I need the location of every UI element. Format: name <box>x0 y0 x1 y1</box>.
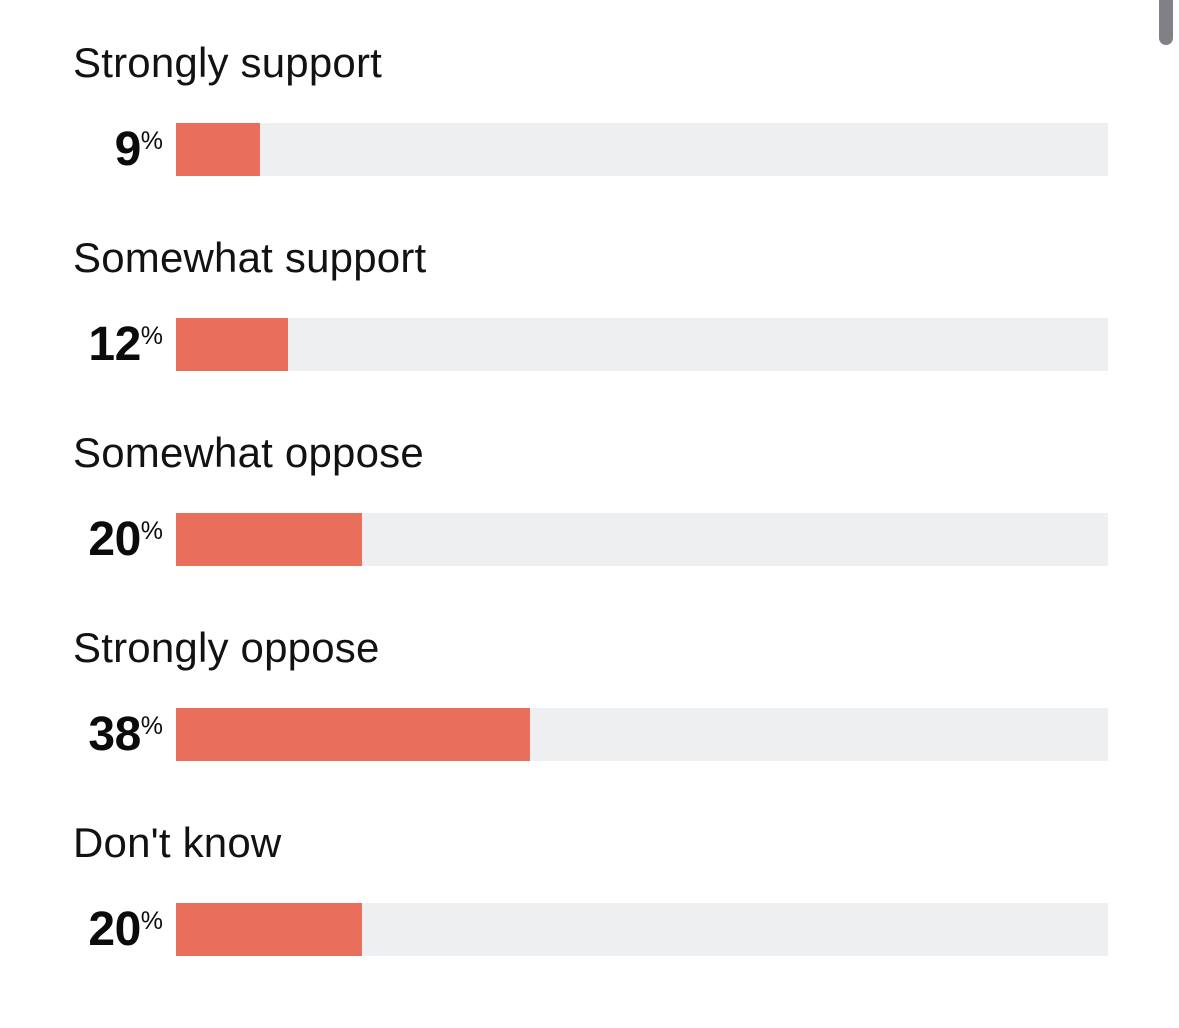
percent-sign: % <box>140 712 163 740</box>
value-label: 20% <box>0 513 176 566</box>
percent-sign: % <box>140 322 163 350</box>
bar-fill <box>176 513 363 566</box>
bar-track <box>176 513 1108 566</box>
bar-track <box>176 903 1108 956</box>
bar-fill <box>176 318 288 371</box>
bar-line: 38% <box>0 708 1179 761</box>
scrollbar-thumb[interactable] <box>1159 0 1173 45</box>
bar-line: 12% <box>0 318 1179 371</box>
bar-line: 20% <box>0 903 1179 956</box>
value-label: 20% <box>0 903 176 956</box>
bar-track <box>176 318 1108 371</box>
value-number: 20 <box>88 513 141 566</box>
category-label: Strongly support <box>73 39 383 86</box>
value-label: 9% <box>0 123 176 176</box>
value-label: 12% <box>0 318 176 371</box>
chart-row: Strongly oppose 38% <box>0 621 1179 761</box>
poll-results-chart: Strongly support 9% Somewhat support 12%… <box>0 36 1179 956</box>
chart-row: Somewhat oppose 20% <box>0 426 1179 566</box>
chart-row: Somewhat support 12% <box>0 231 1179 371</box>
category-label: Somewhat support <box>73 234 427 281</box>
bar-track <box>176 708 1108 761</box>
value-label: 38% <box>0 708 176 761</box>
percent-sign: % <box>140 907 163 935</box>
bar-line: 20% <box>0 513 1179 566</box>
bar-fill <box>176 123 260 176</box>
percent-sign: % <box>140 517 163 545</box>
chart-row: Strongly support 9% <box>0 36 1179 176</box>
category-label: Somewhat oppose <box>73 429 424 476</box>
value-number: 9 <box>114 123 142 176</box>
value-number: 12 <box>88 318 141 371</box>
bar-fill <box>176 903 363 956</box>
value-number: 38 <box>88 708 141 761</box>
category-label: Don't know <box>73 819 282 866</box>
bar-track <box>176 123 1108 176</box>
bar-line: 9% <box>0 123 1179 176</box>
bar-fill <box>176 708 531 761</box>
percent-sign: % <box>140 127 163 155</box>
category-label: Strongly oppose <box>73 624 380 671</box>
value-number: 20 <box>88 903 141 956</box>
chart-row: Don't know 20% <box>0 816 1179 956</box>
